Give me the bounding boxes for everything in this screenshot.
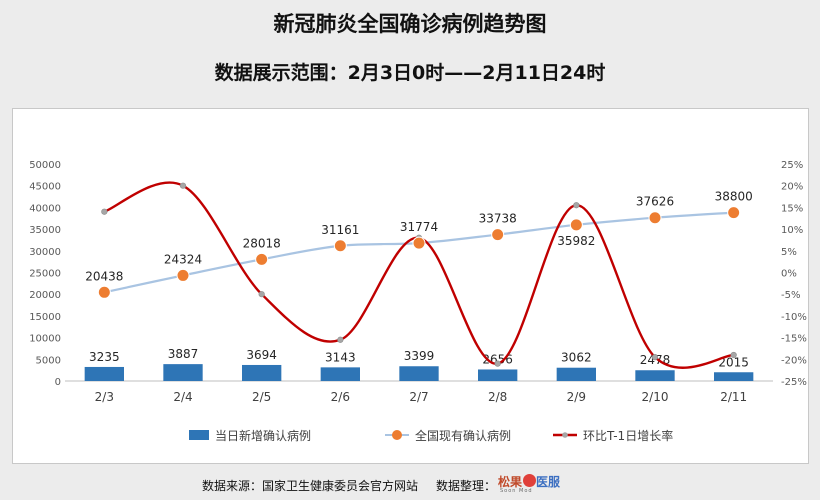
- left-axis-tick: 15000: [29, 312, 61, 323]
- footer: 数据来源：国家卫生健康委员会官方网站 数据整理： 松果 医服 Soon Mod: [0, 474, 820, 500]
- bar-new-cases: [320, 367, 360, 381]
- left-axis-tick: 5000: [36, 355, 61, 366]
- right-axis-tick: -25%: [781, 377, 807, 388]
- existing-cases-point: [333, 239, 347, 253]
- x-axis-tick: 2/10: [642, 390, 669, 404]
- left-axis-tick: 35000: [29, 225, 61, 236]
- x-axis-tick: 2/4: [173, 390, 192, 404]
- logo-subtext: Soon Mod: [500, 488, 533, 494]
- right-axis-tick: 5%: [781, 247, 797, 258]
- bar-data-label: 3694: [246, 348, 277, 362]
- existing-cases-label: 38800: [715, 190, 753, 204]
- bar-new-cases: [478, 369, 518, 381]
- bar-new-cases: [714, 372, 754, 381]
- x-axis-tick: 2/7: [409, 390, 428, 404]
- bar-new-cases: [635, 370, 675, 381]
- existing-cases-point: [569, 218, 583, 232]
- logo-pot-icon: [523, 474, 536, 487]
- legend-bar-swatch: [189, 430, 209, 440]
- bar-data-label: 3887: [168, 347, 199, 361]
- legend-label: 当日新增确认病例: [215, 428, 311, 443]
- bar-new-cases: [399, 366, 439, 381]
- legend-growth-marker: [562, 432, 568, 438]
- growth-rate-point: [494, 360, 501, 367]
- existing-cases-label: 37626: [636, 195, 674, 209]
- growth-rate-point: [573, 202, 580, 209]
- legend-label: 全国现有确认病例: [415, 428, 511, 443]
- x-axis-tick: 2/11: [720, 390, 747, 404]
- chart-panel: 0 5000 10000 15000 20000 25000 30000 35000 40000…: [12, 108, 809, 464]
- right-axis-tick: 20%: [781, 182, 803, 193]
- right-axis-tick: 15%: [781, 203, 803, 214]
- existing-cases-label: 28018: [243, 236, 281, 250]
- bar-data-label: 2015: [718, 355, 749, 369]
- bar-data-label: 3062: [561, 351, 592, 365]
- x-axis-tick: 2/5: [252, 390, 271, 404]
- trend-chart: 0 5000 10000 15000 20000 25000 30000 35000 40000…: [29, 160, 807, 443]
- x-axis-tick: 2/8: [488, 390, 507, 404]
- bar-data-label: 3143: [325, 350, 356, 364]
- bar-data-label: 3399: [404, 349, 435, 363]
- existing-cases-label: 20438: [85, 269, 123, 283]
- existing-cases-label: 35982: [557, 234, 595, 248]
- chart-subtitle: 数据展示范围：2月3日0时——2月11日24时: [214, 62, 606, 84]
- growth-rate-point: [730, 351, 737, 359]
- x-axis-tick: 2/6: [331, 390, 350, 404]
- existing-cases-label: 31161: [321, 223, 359, 237]
- existing-cases-point: [727, 206, 741, 220]
- bar-new-cases: [556, 367, 596, 381]
- existing-cases-point: [491, 228, 505, 242]
- bar-new-cases: [163, 364, 203, 381]
- growth-rate-point: [258, 291, 265, 298]
- existing-cases-label: 24324: [164, 252, 202, 266]
- left-axis-tick: 20000: [29, 290, 61, 301]
- existing-cases-point: [97, 285, 111, 299]
- bar-new-cases: [242, 364, 282, 381]
- growth-rate-point: [179, 182, 187, 189]
- right-axis-tick: 10%: [781, 225, 803, 236]
- logo-text-1: 松果: [498, 475, 523, 489]
- data-source: 数据来源：国家卫生健康委员会官方网站: [202, 479, 419, 493]
- right-axis-tick: -15%: [781, 334, 807, 345]
- existing-cases-point: [176, 268, 190, 282]
- left-axis-tick: 30000: [29, 247, 61, 258]
- existing-cases-point: [412, 236, 426, 250]
- logo-text-2: 医服: [536, 475, 561, 489]
- left-axis-tick: 25000: [29, 269, 61, 280]
- left-axis-tick: 10000: [29, 334, 61, 345]
- data-organizer-label: 数据整理：: [436, 479, 497, 493]
- line-growth-rate: [103, 181, 734, 369]
- right-axis-tick: -5%: [781, 290, 800, 301]
- chart-title: 新冠肺炎全国确诊病例趋势图: [273, 12, 547, 36]
- right-axis-tick: -20%: [781, 355, 807, 366]
- growth-rate-point: [651, 354, 659, 361]
- right-axis-tick: 0%: [781, 269, 797, 280]
- left-axis-tick: 50000: [29, 160, 61, 171]
- left-axis-tick: 0: [55, 377, 61, 388]
- songguo-logo: 松果 医服 Soon Mod: [496, 473, 566, 497]
- existing-cases-label: 31774: [400, 220, 438, 234]
- x-axis-tick: 2/9: [567, 390, 586, 404]
- right-axis-tick: -10%: [781, 312, 807, 323]
- left-axis-tick: 45000: [29, 182, 61, 193]
- existing-cases-point: [255, 252, 269, 266]
- legend-existing-marker: [392, 430, 402, 440]
- existing-cases-label: 33738: [479, 212, 517, 226]
- existing-cases-point: [648, 211, 662, 225]
- x-axis-tick: 2/3: [95, 390, 114, 404]
- growth-rate-point: [337, 336, 344, 343]
- bar-new-cases: [84, 366, 124, 381]
- right-axis-tick: 25%: [781, 160, 803, 171]
- growth-rate-point: [101, 208, 108, 215]
- left-axis-tick: 40000: [29, 203, 61, 214]
- legend-label: 环比T-1日增长率: [583, 428, 673, 443]
- bar-data-label: 3235: [89, 350, 120, 364]
